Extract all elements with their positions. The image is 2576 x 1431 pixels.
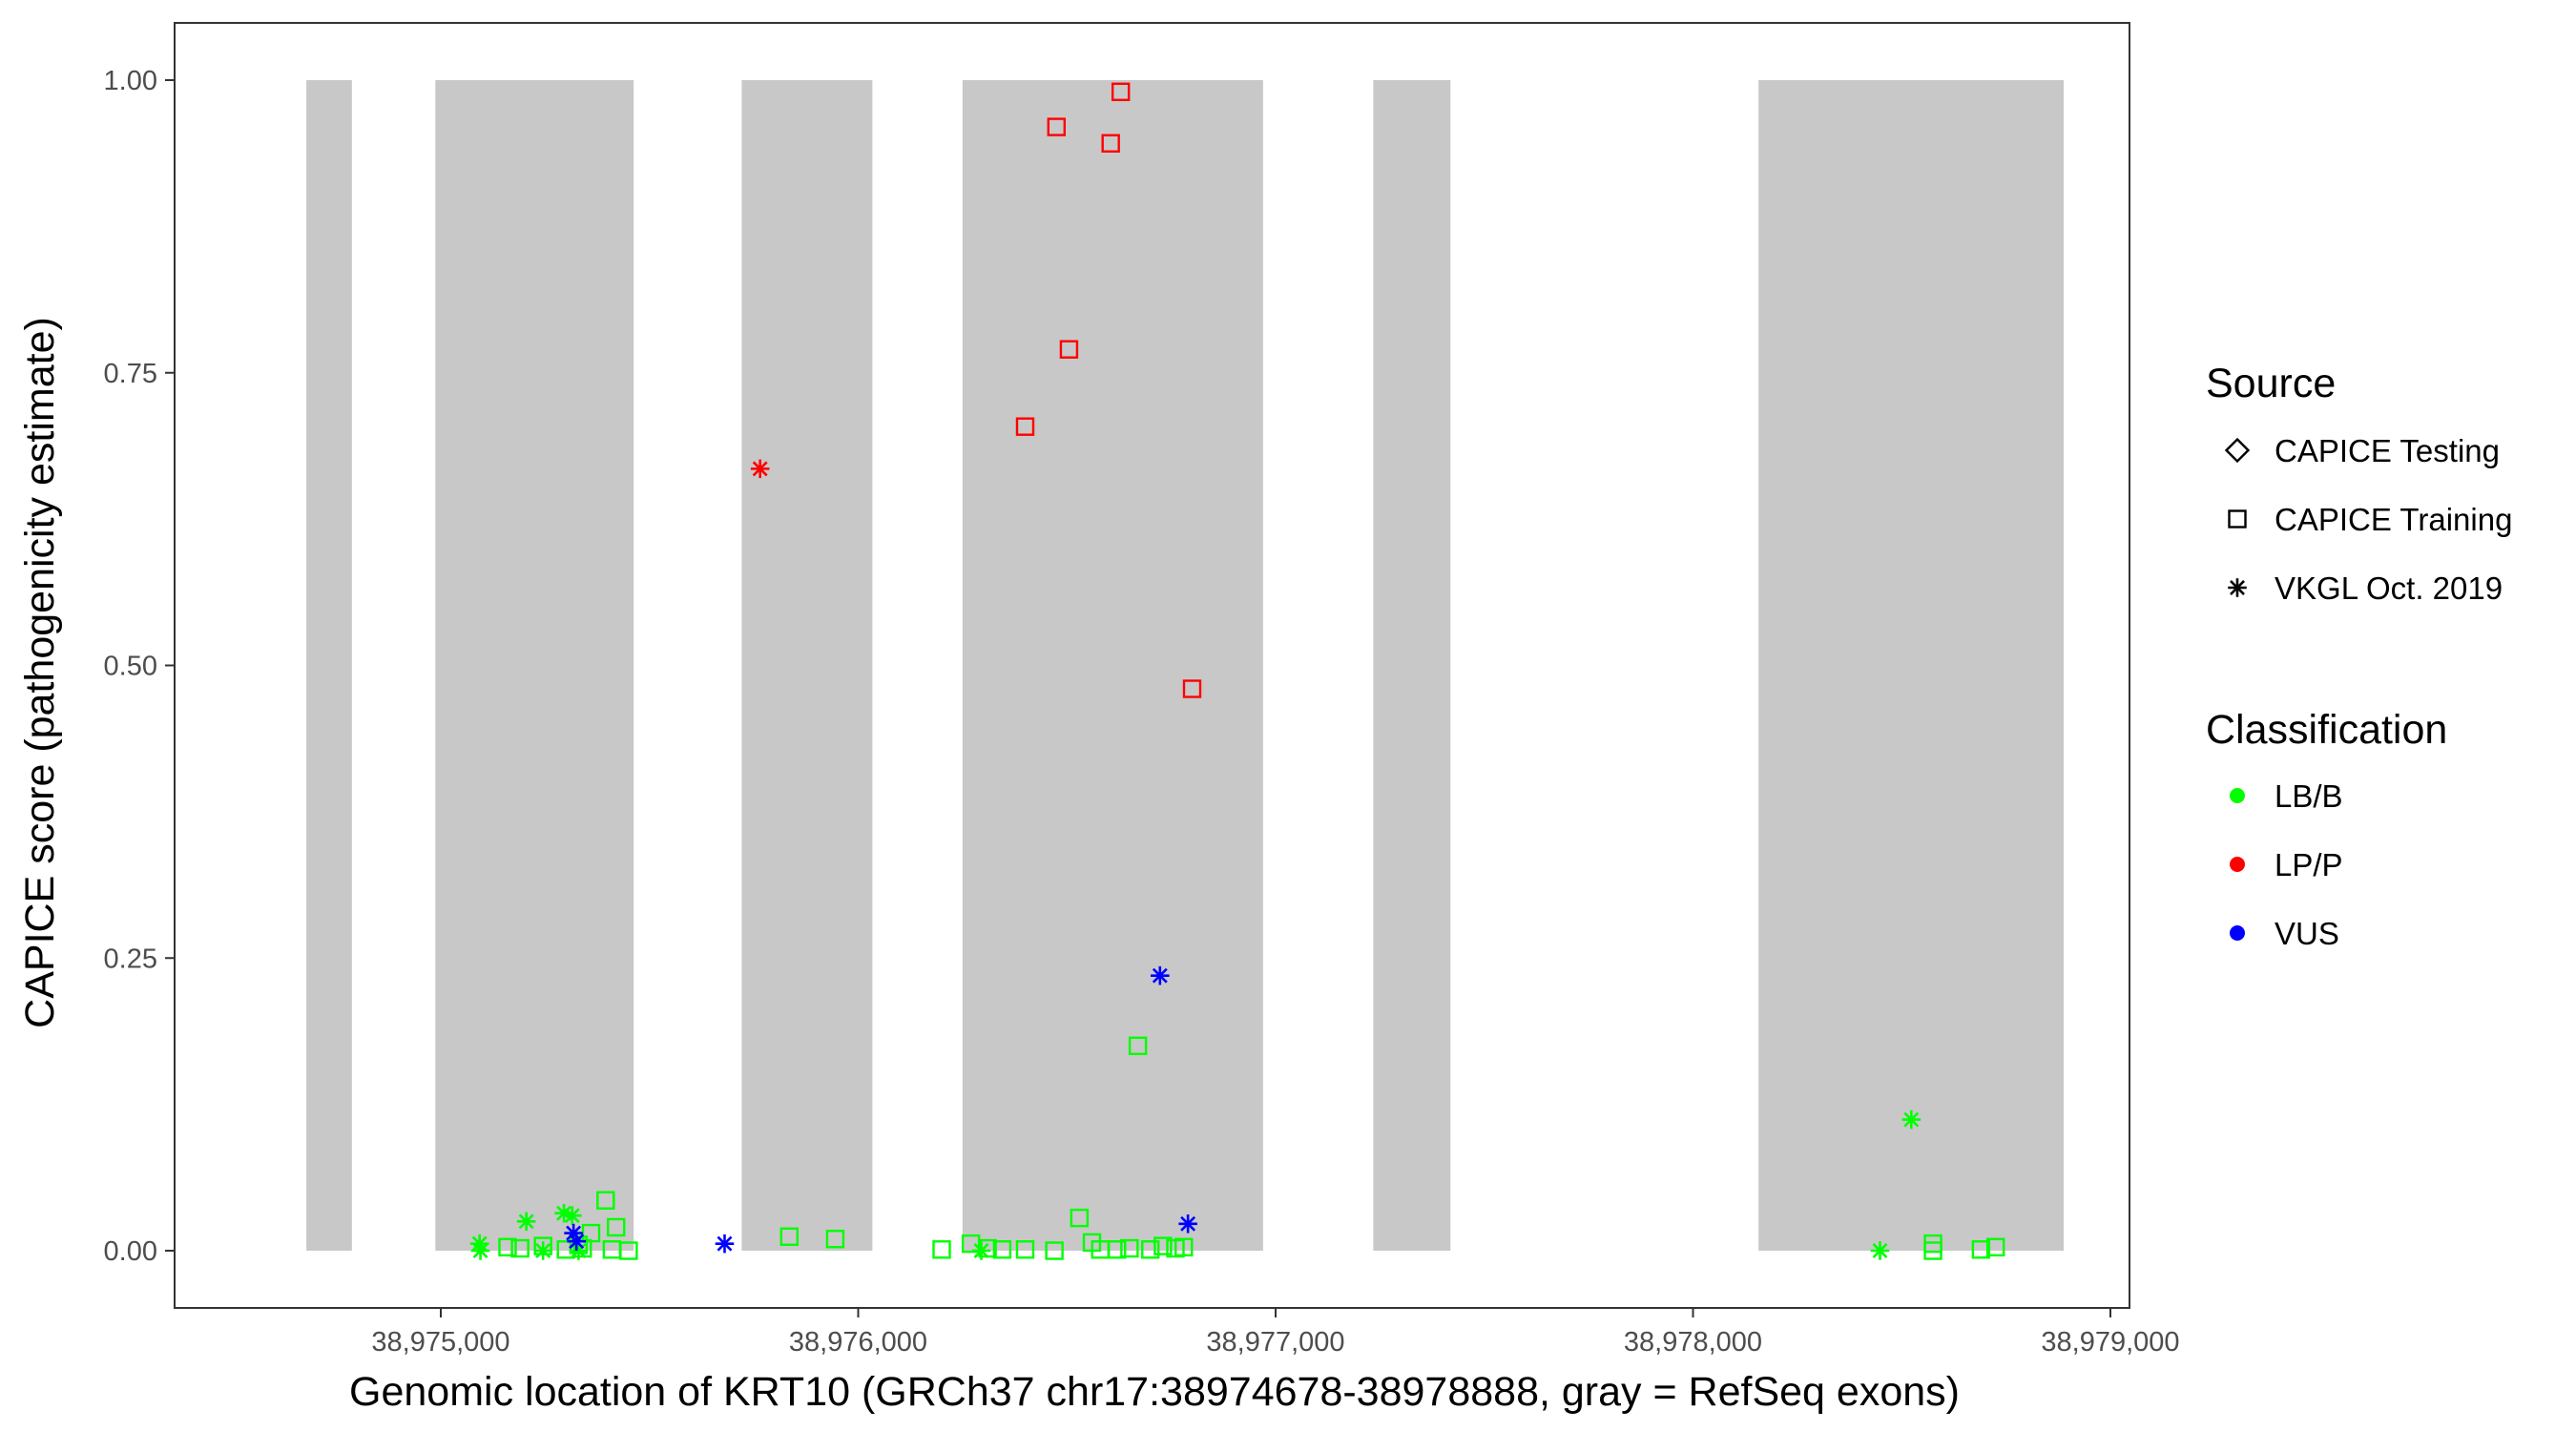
data-point-0-4	[1015, 417, 1035, 436]
data-point-4-1	[567, 1232, 586, 1251]
data-point-1-28	[1174, 1237, 1194, 1257]
legend-class-key-2	[2230, 925, 2245, 941]
legend-source-key-2	[2228, 578, 2247, 597]
data-point-3-5	[563, 1206, 582, 1225]
x-axis-title: Genomic location of KRT10 (GRCh37 chr17:…	[349, 1369, 1960, 1415]
y-tick-label-2: 0.50	[104, 652, 157, 682]
exon-band-1	[306, 80, 352, 1251]
data-point-1-16	[992, 1240, 1012, 1259]
data-point-1-10	[619, 1241, 638, 1260]
legend-class-label-0: LB/B	[2275, 778, 2343, 814]
legend-source-label-0: CAPICE Testing	[2275, 433, 2500, 468]
data-point-0-0	[1111, 82, 1131, 101]
data-point-1-32	[1985, 1237, 2005, 1257]
exon-bands	[306, 80, 2064, 1251]
exon-band-3	[741, 80, 873, 1251]
data-point-4-4	[1178, 1214, 1197, 1234]
data-point-1-17	[1015, 1240, 1035, 1259]
axes: 0.00 0.25 0.50 0.75 1.00 38,975,000 38,976,000…	[104, 66, 2180, 1358]
data-point-1-31	[1971, 1240, 1991, 1259]
data-point-1-13	[932, 1240, 951, 1259]
legend-source-label-1: CAPICE Training	[2275, 502, 2512, 537]
y-tick-label-3: 0.75	[104, 359, 157, 389]
y-tick-label-1: 0.25	[104, 944, 157, 974]
data-point-1-11	[779, 1227, 800, 1246]
data-point-0-1	[1047, 117, 1067, 136]
data-point-1-4	[498, 1237, 517, 1257]
data-point-1-5	[510, 1238, 530, 1258]
x-tick-label-0: 38,975,000	[371, 1327, 509, 1358]
legend: Source CAPICE Testing CAPICE Training VKGL…	[2206, 361, 2512, 951]
data-point-3-3	[533, 1241, 552, 1260]
data-point-1-26	[1153, 1236, 1173, 1255]
data-point-1-1	[607, 1217, 626, 1237]
data-point-1-30	[1923, 1241, 1942, 1260]
x-tick-label-2: 38,977,000	[1206, 1327, 1344, 1358]
y-axis-title: CAPICE score (pathogenicity estimate)	[17, 317, 63, 1028]
data-point-1-24	[1128, 1036, 1148, 1055]
legend-source-title: Source	[2206, 361, 2336, 406]
legend-class-label-1: LP/P	[2275, 847, 2343, 882]
data-point-3-7	[971, 1241, 991, 1260]
data-point-2-0	[750, 459, 770, 479]
data-point-1-18	[1045, 1241, 1064, 1260]
data-point-4-2	[715, 1234, 735, 1254]
data-point-0-3	[1059, 340, 1079, 359]
y-tick-label-0: 0.00	[104, 1236, 157, 1267]
exon-band-5	[1373, 80, 1451, 1251]
x-tick-label-1: 38,976,000	[789, 1327, 927, 1358]
legend-class-key-1	[2230, 857, 2245, 872]
exon-band-4	[962, 80, 1263, 1251]
y-tick-label-4: 1.00	[104, 66, 157, 96]
data-point-3-2	[516, 1212, 536, 1232]
data-point-3-9	[1901, 1110, 1922, 1130]
exon-band-2	[435, 80, 634, 1251]
legend-source-label-2: VKGL Oct. 2019	[2275, 570, 2503, 606]
data-point-1-25	[1141, 1240, 1160, 1259]
data-point-4-3	[1151, 965, 1170, 985]
x-tick-label-4: 38,979,000	[2041, 1327, 2179, 1358]
legend-source-key-1	[2228, 509, 2247, 529]
legend-class-label-2: VUS	[2275, 916, 2339, 951]
x-tick-label-3: 38,978,000	[1624, 1327, 1762, 1358]
legend-classification-title: Classification	[2206, 707, 2447, 753]
data-point-1-23	[1120, 1238, 1139, 1258]
data-points	[469, 82, 2005, 1260]
legend-class-key-0	[2230, 788, 2245, 803]
data-point-1-0	[596, 1191, 615, 1210]
exon-band-6	[1758, 80, 2064, 1251]
data-point-0-5	[1182, 679, 1202, 698]
data-point-1-19	[1070, 1208, 1090, 1228]
data-point-0-2	[1101, 134, 1120, 153]
data-point-3-8	[1870, 1241, 1890, 1260]
data-point-1-22	[1108, 1240, 1127, 1259]
data-point-1-12	[825, 1230, 845, 1249]
data-point-3-1	[470, 1241, 490, 1260]
legend-source-key-0	[2224, 437, 2251, 464]
